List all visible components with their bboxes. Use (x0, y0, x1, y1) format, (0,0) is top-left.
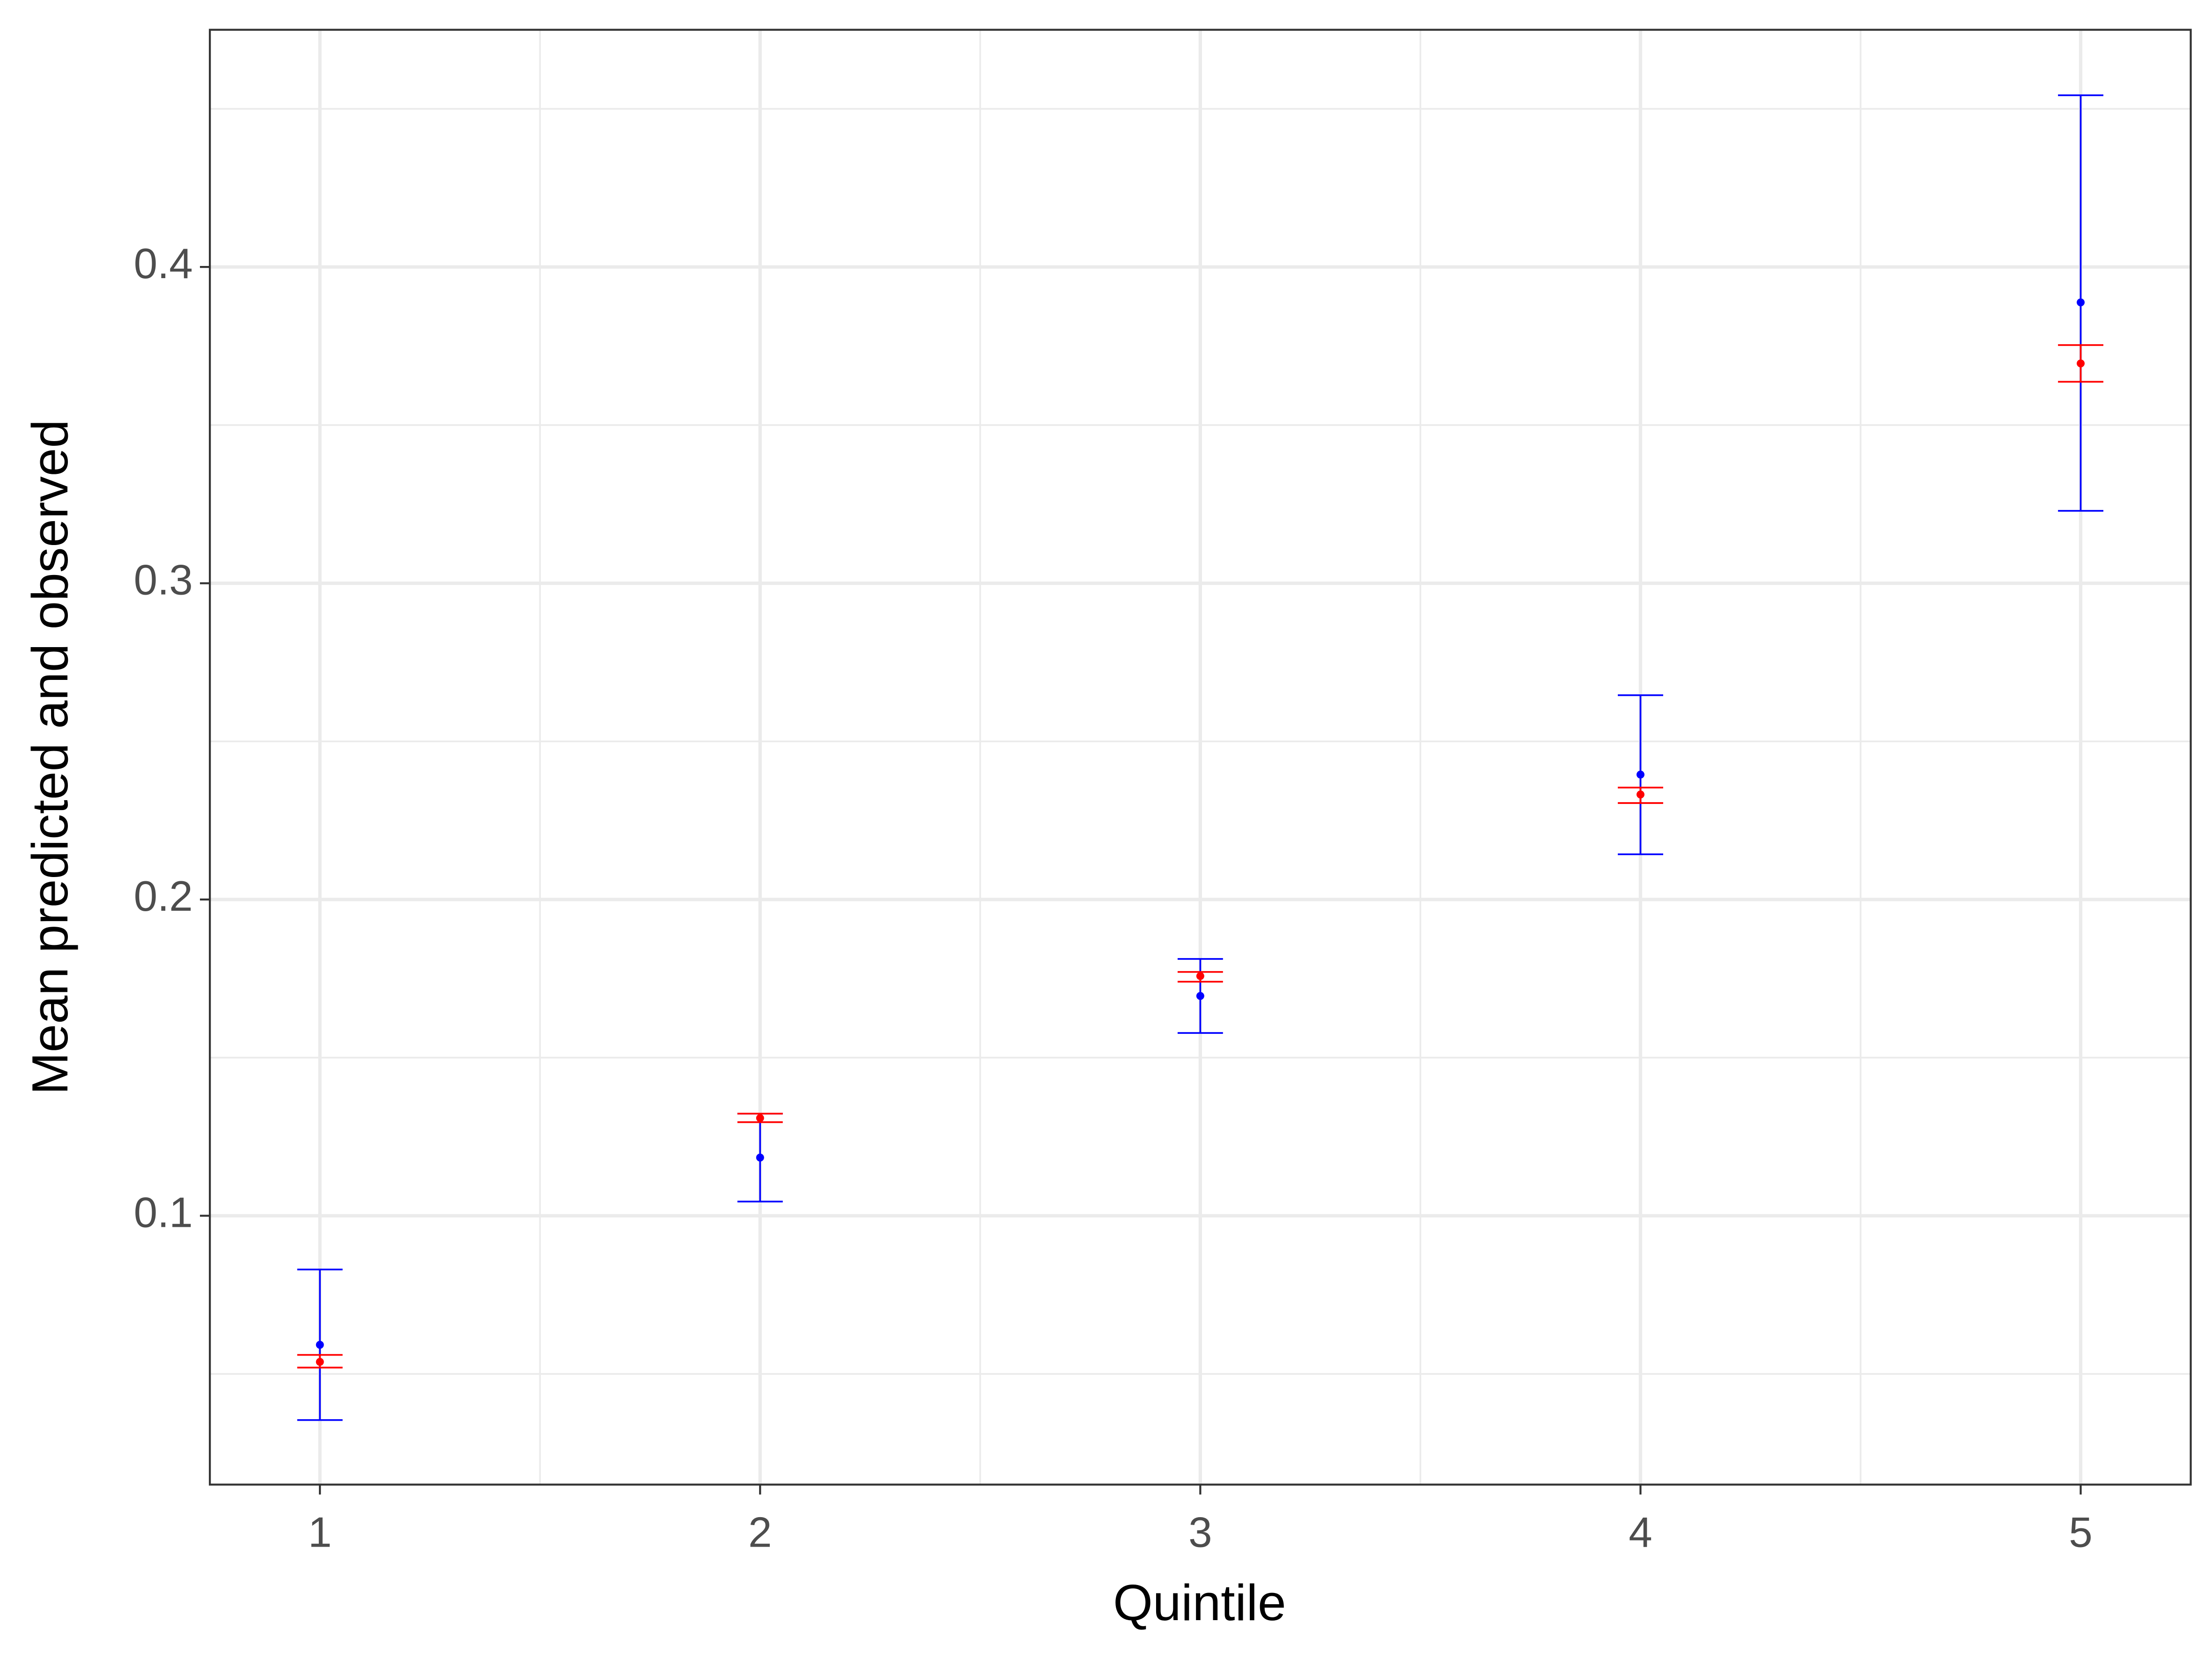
x-tick-label: 5 (2069, 1509, 2093, 1556)
point (756, 1114, 764, 1122)
y-tick-label: 0.4 (134, 240, 193, 288)
y-tick-label: 0.2 (134, 873, 193, 920)
point (2077, 359, 2085, 368)
y-tick-label: 0.3 (134, 557, 193, 604)
marks (297, 94, 2104, 1421)
x-tick-label: 4 (1629, 1509, 1652, 1556)
point (316, 1341, 324, 1349)
point (1196, 972, 1204, 980)
point (1636, 790, 1644, 799)
y-tick-label: 0.1 (134, 1189, 193, 1236)
point (2077, 298, 2085, 307)
y-axis-title: Mean predicted and observed (22, 420, 79, 1095)
x-tick-label: 1 (308, 1509, 332, 1556)
x-tick-label: 3 (1188, 1509, 1212, 1556)
point (316, 1357, 324, 1366)
x-axis-title: Quintile (1113, 1574, 1286, 1631)
point (1636, 770, 1644, 779)
x-tick-label: 2 (748, 1509, 772, 1556)
point (756, 1153, 764, 1162)
point (1196, 992, 1204, 1000)
